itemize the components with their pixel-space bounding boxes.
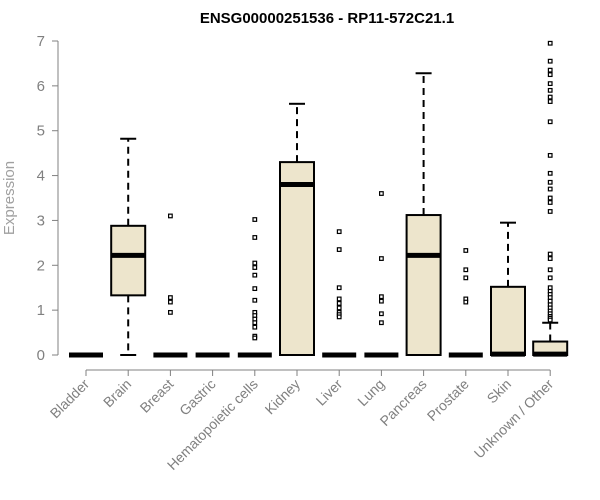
outlier-point: [168, 295, 173, 300]
box-iqr: [110, 224, 147, 297]
outlier-point: [336, 229, 342, 235]
x-tick-label: Bladder: [47, 376, 93, 422]
outlier-point: [252, 235, 258, 240]
y-tick-label: 4: [37, 168, 45, 185]
outlier-point: [463, 248, 469, 253]
box-iqr: [279, 161, 315, 356]
outlier-point: [547, 81, 553, 87]
x-tick-label: Kidney: [262, 376, 304, 418]
x-tick-label: Prostate: [424, 376, 472, 424]
outlier-point: [547, 99, 553, 104]
outlier-point: [168, 309, 173, 315]
box-pancreas: [405, 72, 442, 356]
box-unknown-other: [532, 40, 569, 357]
outlier-point: [547, 58, 553, 64]
outlier-point: [252, 286, 258, 292]
box-liver: [322, 229, 357, 358]
outlier-point: [336, 301, 342, 306]
outlier-point: [379, 320, 384, 326]
outlier-point: [379, 311, 384, 317]
outlier-point: [336, 314, 342, 320]
outlier-point: [336, 296, 342, 302]
outlier-point: [547, 72, 553, 78]
outlier-point: [547, 119, 553, 125]
outlier-point: [252, 272, 258, 278]
outlier-point: [252, 260, 258, 266]
box-kidney: [279, 102, 315, 356]
x-tick-label: Breast: [137, 376, 177, 416]
outlier-point: [547, 179, 553, 185]
outlier-point: [463, 299, 469, 305]
y-tick-label: 0: [37, 347, 45, 364]
box-brain: [110, 137, 147, 356]
outlier-point: [547, 267, 553, 273]
outlier-point: [379, 256, 384, 261]
y-tick-label: 2: [37, 257, 45, 274]
y-tick-label: 7: [37, 33, 45, 50]
box-skin: [490, 221, 526, 357]
outlier-point: [252, 320, 258, 326]
outlier-point: [547, 200, 553, 205]
outlier-point: [547, 317, 553, 323]
outlier-point: [252, 297, 258, 303]
x-tick-label: Unknown / Other: [471, 376, 557, 462]
outlier-point: [252, 324, 258, 330]
outlier-point: [252, 335, 258, 341]
box-lung: [364, 191, 399, 358]
outlier-point: [547, 67, 553, 73]
box-iqr: [490, 285, 526, 356]
outlier-point: [547, 40, 553, 46]
outlier-point: [379, 191, 384, 196]
x-tick-label: Liver: [313, 376, 346, 409]
outlier-point: [336, 247, 342, 252]
outlier-point: [379, 294, 384, 300]
x-tick-label: Pancreas: [377, 376, 430, 429]
outlier-point: [168, 213, 173, 219]
outlier-point: [463, 267, 469, 273]
y-tick-label: 3: [37, 212, 45, 229]
outlier-point: [547, 94, 553, 100]
outlier-point: [547, 256, 553, 261]
outlier-point: [547, 209, 553, 214]
y-tick-label: 5: [37, 123, 45, 140]
outlier-point: [547, 251, 553, 257]
y-tick-label: 6: [37, 78, 45, 95]
box-prostate: [448, 248, 483, 358]
x-tick-label: Brain: [100, 376, 134, 410]
x-tick-label: Skin: [484, 376, 515, 407]
y-axis-label: Expression: [1, 161, 18, 235]
outlier-point: [547, 186, 553, 192]
box-hematopoietic-cells: [237, 217, 272, 358]
y-tick-label: 1: [37, 302, 45, 319]
outlier-point: [336, 285, 342, 291]
outlier-point: [547, 195, 553, 201]
box-breast: [153, 213, 188, 358]
plot-area: [69, 40, 569, 358]
outlier-point: [379, 298, 384, 304]
outlier-point: [252, 265, 258, 270]
outlier-point: [463, 275, 469, 281]
chart-title: ENSG00000251536 - RP11-572C21.1: [200, 10, 454, 27]
box-iqr: [405, 214, 442, 356]
outlier-point: [547, 87, 553, 93]
outlier-point: [547, 152, 553, 158]
x-tick-label: Lung: [354, 376, 387, 409]
outlier-point: [168, 299, 173, 305]
outlier-point: [252, 217, 258, 222]
outlier-point: [547, 170, 553, 176]
outlier-point: [547, 275, 553, 281]
outlier-point: [336, 305, 342, 311]
